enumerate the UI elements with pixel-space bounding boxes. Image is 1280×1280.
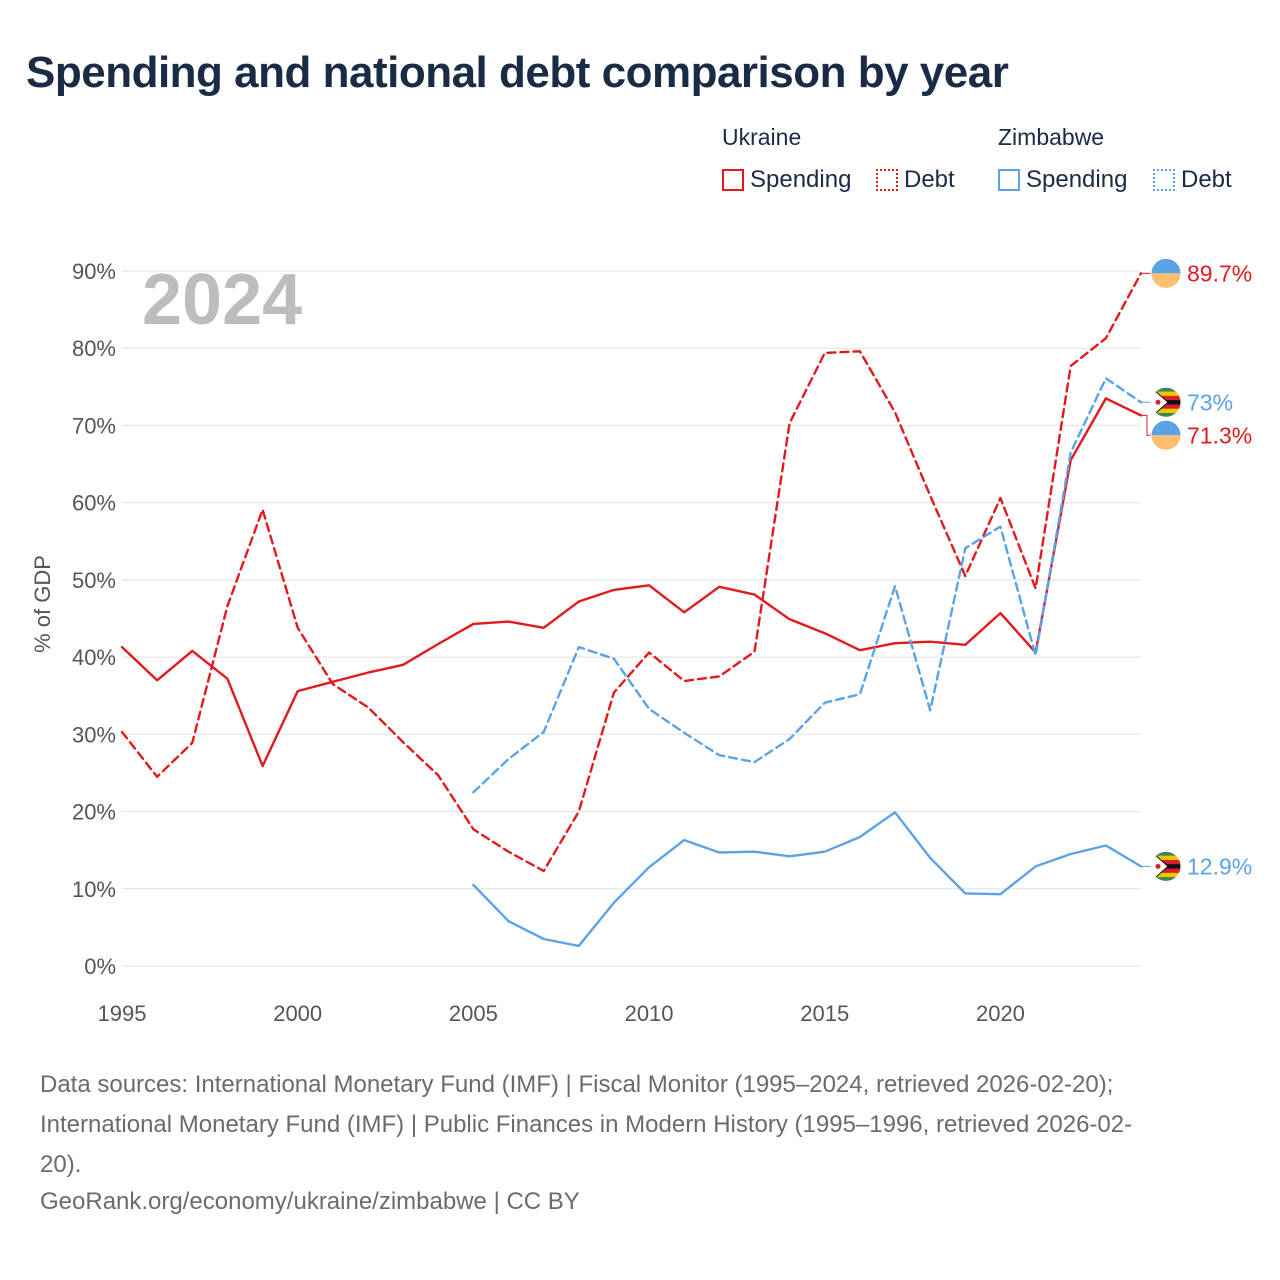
series-line-ukraine-spending[interactable] <box>120 397 1143 768</box>
legend-ukraine-spending[interactable]: Spending <box>722 166 851 194</box>
data-sources-line-2: International Monetary Fund (IMF) | Publ… <box>40 1111 1133 1138</box>
x-tick-label: 2020 <box>976 1001 1025 1026</box>
legend-swatch-solid-red <box>722 169 744 191</box>
series-line-zimbabwe-debt[interactable] <box>472 377 1143 794</box>
end-value-label: 73% <box>1187 389 1233 415</box>
year-watermark: 2024 <box>142 260 302 340</box>
series-line-zimbabwe-spending[interactable] <box>472 811 1143 948</box>
y-tick-label: 70% <box>72 413 116 438</box>
y-tick-label: 30% <box>72 722 116 747</box>
legend-label: Debt <box>904 166 955 193</box>
end-connector <box>1141 414 1151 436</box>
y-axis-label: % of GDP <box>30 555 55 653</box>
data-sources-line-3: 20). <box>40 1151 82 1178</box>
y-tick-label: 40% <box>72 645 116 670</box>
legend-zimbabwe-spending[interactable]: Spending <box>998 166 1127 194</box>
x-tick-label: 2005 <box>449 1001 498 1026</box>
y-tick-label: 80% <box>72 336 116 361</box>
legend-label: Spending <box>750 166 852 193</box>
legend-ukraine-debt[interactable]: Debt <box>876 166 955 194</box>
end-value-label: 71.3% <box>1187 422 1252 448</box>
y-tick-label: 90% <box>72 259 116 284</box>
ukraine-flag-icon <box>1150 419 1182 451</box>
legend-title-ukraine: Ukraine <box>722 124 802 150</box>
end-value-label: 89.7% <box>1187 260 1252 286</box>
end-label-layer: 71.3% 89.7% 12.9% 73% <box>1141 257 1252 882</box>
y-tick-label: 60% <box>72 491 116 516</box>
x-tick-label: 2000 <box>273 1001 322 1026</box>
data-sources-line-1: Data sources: International Monetary Fun… <box>40 1071 1114 1098</box>
end-value-label: 12.9% <box>1187 853 1252 879</box>
legend-label: Debt <box>1181 166 1232 193</box>
legend-swatch-dotted-red <box>876 169 898 191</box>
line-chart: 0% 10% 20% 30% 40% 50% 60% 70% 80% 90% 1995 2000 200… <box>30 257 1252 1026</box>
y-tick-label: 20% <box>72 800 116 825</box>
chart-title: Spending and national debt comparison by… <box>26 48 1009 97</box>
x-tick-label: 2015 <box>800 1001 849 1026</box>
ukraine-flag-icon <box>1150 257 1182 289</box>
legend-swatch-dotted-blue <box>1153 169 1175 191</box>
axis-layer: 0% 10% 20% 30% 40% 50% 60% 70% 80% 90% 1995 2000 200… <box>72 259 1025 1026</box>
zimbabwe-flag-icon <box>1150 850 1182 882</box>
y-tick-label: 50% <box>72 568 116 593</box>
legend-zimbabwe-debt[interactable]: Debt <box>1153 166 1232 194</box>
attribution-link[interactable]: GeoRank.org/economy/ukraine/zimbabwe | C… <box>40 1188 580 1215</box>
legend-title-zimbabwe: Zimbabwe <box>998 124 1105 150</box>
series-layer <box>120 272 1143 948</box>
x-tick-label: 2010 <box>625 1001 674 1026</box>
zimbabwe-flag-icon <box>1150 386 1182 418</box>
legend-label: Spending <box>1026 166 1128 193</box>
legend-swatch-solid-blue <box>998 169 1020 191</box>
y-tick-label: 10% <box>72 877 116 902</box>
series-line-ukraine-debt[interactable] <box>120 272 1143 873</box>
x-tick-label: 1995 <box>98 1001 147 1026</box>
grid-layer <box>122 270 1141 967</box>
y-tick-label: 0% <box>84 954 116 979</box>
